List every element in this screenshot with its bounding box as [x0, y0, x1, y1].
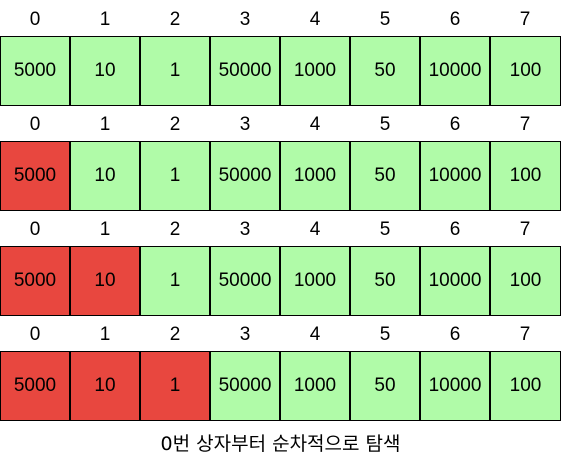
unvisited-box: 5000 — [0, 36, 70, 106]
box-index-label: 1 — [99, 114, 111, 135]
box-index-label: 7 — [519, 114, 531, 135]
index-row: 0 1 2 3 4 5 6 7 — [0, 113, 561, 137]
box-index-label: 1 — [99, 219, 111, 240]
box-index-label: 6 — [449, 9, 461, 30]
box-index-label: 5 — [379, 9, 391, 30]
array-row-step-0: 5000 10 1 50000 1000 50 10000 100 — [0, 36, 561, 106]
box-index-label: 0 — [29, 114, 41, 135]
box-index-label: 5 — [379, 324, 391, 345]
unvisited-box: 10000 — [420, 141, 490, 211]
unvisited-box: 1 — [140, 246, 210, 316]
visited-box: 10 — [70, 351, 140, 421]
box-index-label: 4 — [309, 324, 321, 345]
box-index-label: 5 — [379, 219, 391, 240]
box-index-label: 0 — [29, 324, 41, 345]
unvisited-box: 10000 — [420, 36, 490, 106]
box-index-label: 7 — [519, 219, 531, 240]
visited-box: 1 — [140, 351, 210, 421]
array-row-step-1: 5000 10 1 50000 1000 50 10000 100 — [0, 141, 561, 211]
visited-box: 5000 — [0, 141, 70, 211]
unvisited-box: 10 — [70, 36, 140, 106]
box-index-label: 0 — [29, 219, 41, 240]
box-index-label: 6 — [449, 324, 461, 345]
unvisited-box: 100 — [490, 246, 561, 316]
unvisited-box: 50 — [350, 246, 420, 316]
index-row: 0 1 2 3 4 5 6 7 — [0, 8, 561, 32]
box-index-label: 4 — [309, 9, 321, 30]
caption: 0번 상자부터 순차적으로 탐색 — [160, 433, 401, 455]
box-index-label: 2 — [169, 114, 181, 135]
index-row: 0 1 2 3 4 5 6 7 — [0, 323, 561, 347]
visited-box: 10 — [70, 246, 140, 316]
box-index-label: 1 — [99, 9, 111, 30]
unvisited-box: 50000 — [210, 351, 280, 421]
unvisited-box: 50 — [350, 36, 420, 106]
box-index-label: 3 — [239, 219, 251, 240]
box-index-label: 7 — [519, 9, 531, 30]
unvisited-box: 50 — [350, 351, 420, 421]
unvisited-box: 10 — [70, 141, 140, 211]
box-index-label: 0 — [29, 9, 41, 30]
unvisited-box: 1000 — [280, 351, 350, 421]
box-index-label: 2 — [169, 219, 181, 240]
unvisited-box: 10000 — [420, 351, 490, 421]
visited-box: 5000 — [0, 246, 70, 316]
unvisited-box: 1000 — [280, 36, 350, 106]
box-index-label: 4 — [309, 114, 321, 135]
box-index-label: 2 — [169, 324, 181, 345]
box-index-label: 6 — [449, 114, 461, 135]
box-index-label: 1 — [99, 324, 111, 345]
unvisited-box: 1 — [140, 36, 210, 106]
unvisited-box: 50 — [350, 141, 420, 211]
index-row: 0 1 2 3 4 5 6 7 — [0, 218, 561, 242]
unvisited-box: 1 — [140, 141, 210, 211]
box-index-label: 3 — [239, 324, 251, 345]
box-index-label: 2 — [169, 9, 181, 30]
unvisited-box: 10000 — [420, 246, 490, 316]
unvisited-box: 100 — [490, 36, 561, 106]
unvisited-box: 50000 — [210, 141, 280, 211]
array-row-step-2: 5000 10 1 50000 1000 50 10000 100 — [0, 246, 561, 316]
unvisited-box: 1000 — [280, 246, 350, 316]
unvisited-box: 1000 — [280, 141, 350, 211]
box-index-label: 5 — [379, 114, 391, 135]
unvisited-box: 100 — [490, 351, 561, 421]
array-row-step-3: 5000 10 1 50000 1000 50 10000 100 — [0, 351, 561, 421]
box-index-label: 3 — [239, 114, 251, 135]
box-index-label: 4 — [309, 219, 321, 240]
box-index-label: 6 — [449, 219, 461, 240]
unvisited-box: 50000 — [210, 246, 280, 316]
unvisited-box: 100 — [490, 141, 561, 211]
visited-box: 5000 — [0, 351, 70, 421]
box-index-label: 3 — [239, 9, 251, 30]
box-index-label: 7 — [519, 324, 531, 345]
unvisited-box: 50000 — [210, 36, 280, 106]
